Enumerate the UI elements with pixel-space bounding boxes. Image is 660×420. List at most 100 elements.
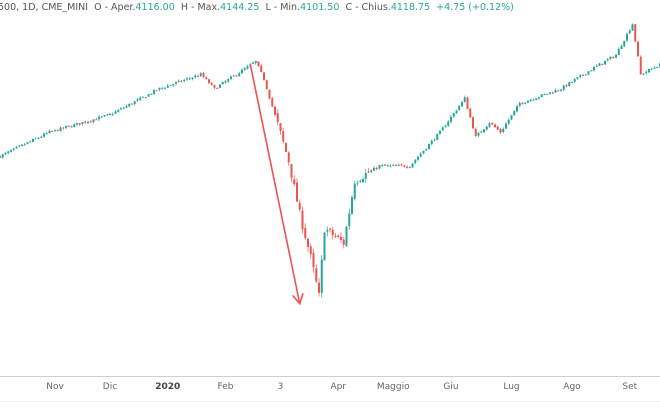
candle-up xyxy=(524,102,527,104)
candle-down xyxy=(318,282,320,293)
x-tick-label: Set xyxy=(622,382,638,392)
candle-up xyxy=(54,129,56,131)
symbol-label: 500, 1D, CME_MINI xyxy=(0,2,89,13)
candle-up xyxy=(73,124,76,128)
candle-up xyxy=(444,125,447,128)
candle-up xyxy=(529,99,532,101)
candle-up xyxy=(183,79,186,82)
x-tick-label: Nov xyxy=(46,382,64,392)
candle-down xyxy=(70,126,73,128)
candle-down xyxy=(466,97,469,110)
x-tick-label: Ago xyxy=(563,382,581,392)
candle-up xyxy=(628,30,631,34)
candle-down xyxy=(496,126,499,130)
candle-up xyxy=(516,106,518,112)
candle-up xyxy=(568,82,571,87)
candle-up xyxy=(447,121,450,126)
trend-arrow-line[interactable] xyxy=(249,63,301,304)
candle-up xyxy=(238,73,241,76)
candle-up xyxy=(540,94,543,98)
x-tick-label: Lug xyxy=(503,382,520,392)
candle-down xyxy=(367,171,370,173)
candle-up xyxy=(433,139,436,141)
candle-up xyxy=(557,90,560,92)
candle-up xyxy=(18,145,21,147)
candle-down xyxy=(334,235,337,237)
candle-down xyxy=(274,106,276,115)
candle-up xyxy=(461,101,463,107)
candle-up xyxy=(631,24,634,31)
candle-down xyxy=(342,239,345,245)
candle-up xyxy=(620,45,623,49)
candle-down xyxy=(285,142,287,152)
price-chart[interactable] xyxy=(0,0,660,376)
candle-up xyxy=(535,98,538,101)
candle-up xyxy=(15,147,18,149)
candle-down xyxy=(340,236,342,241)
candle-up xyxy=(408,167,411,169)
candle-down xyxy=(309,246,312,255)
candle-up xyxy=(386,165,389,167)
candle-up xyxy=(43,133,45,137)
candle-up xyxy=(480,131,483,133)
candle-up xyxy=(587,71,590,75)
candle-down xyxy=(131,103,133,105)
ohlc-legend: 500, 1D, CME_MINI O - Aper.4116.00 H - M… xyxy=(0,2,514,13)
candle-up xyxy=(441,127,444,131)
candle-up xyxy=(221,81,224,85)
candle-down xyxy=(282,131,285,142)
candle-up xyxy=(246,66,249,69)
candle-up xyxy=(348,213,351,227)
close-label: C - Chius. xyxy=(345,2,391,13)
candle-up xyxy=(34,138,37,140)
candle-up xyxy=(477,132,480,136)
candle-down xyxy=(337,235,340,238)
candle-up xyxy=(425,148,428,151)
candle-up xyxy=(397,164,400,166)
candle-up xyxy=(378,165,381,169)
candle-down xyxy=(406,166,408,168)
candle-down xyxy=(304,227,307,239)
candle-up xyxy=(562,85,565,90)
candle-down xyxy=(276,113,279,123)
candle-down xyxy=(296,182,298,202)
candle-down xyxy=(260,65,263,72)
candle-up xyxy=(194,75,197,78)
candle-down xyxy=(395,164,397,166)
candle-up xyxy=(593,67,595,71)
candle-down xyxy=(208,79,210,84)
candle-up xyxy=(422,150,425,154)
candle-up xyxy=(345,226,348,247)
time-axis[interactable]: Nov Dic 2020 Feb 3 Apr Maggio Giu Lug Ago Set xyxy=(0,376,660,402)
x-tick-label: 2020 xyxy=(155,382,181,392)
candle-up xyxy=(32,138,34,142)
candle-up xyxy=(144,97,147,99)
candle-up xyxy=(554,90,557,93)
candle-down xyxy=(263,72,265,80)
candle-down xyxy=(307,238,309,247)
candle-up xyxy=(430,140,433,145)
candle-up xyxy=(26,142,29,144)
candle-up xyxy=(103,115,106,117)
candle-up xyxy=(169,85,172,87)
change-value: +4.75 (+0.12%) xyxy=(436,2,514,13)
candle-up xyxy=(615,54,617,58)
candle-down xyxy=(213,85,216,88)
candle-up xyxy=(546,93,549,95)
candle-up xyxy=(458,105,461,111)
candle-up xyxy=(106,114,109,116)
candle-up xyxy=(452,112,455,117)
candle-up xyxy=(362,179,364,183)
candle-down xyxy=(235,75,238,77)
candle-up xyxy=(538,97,540,99)
candle-up xyxy=(527,100,529,103)
close-value: 4118.75 xyxy=(390,2,431,13)
candle-up xyxy=(111,114,114,116)
candle-up xyxy=(67,125,70,127)
x-tick-label: Dic xyxy=(102,382,118,392)
candle-up xyxy=(23,144,26,146)
candle-up xyxy=(59,127,62,132)
candle-down xyxy=(565,85,568,87)
candle-up xyxy=(359,180,362,182)
